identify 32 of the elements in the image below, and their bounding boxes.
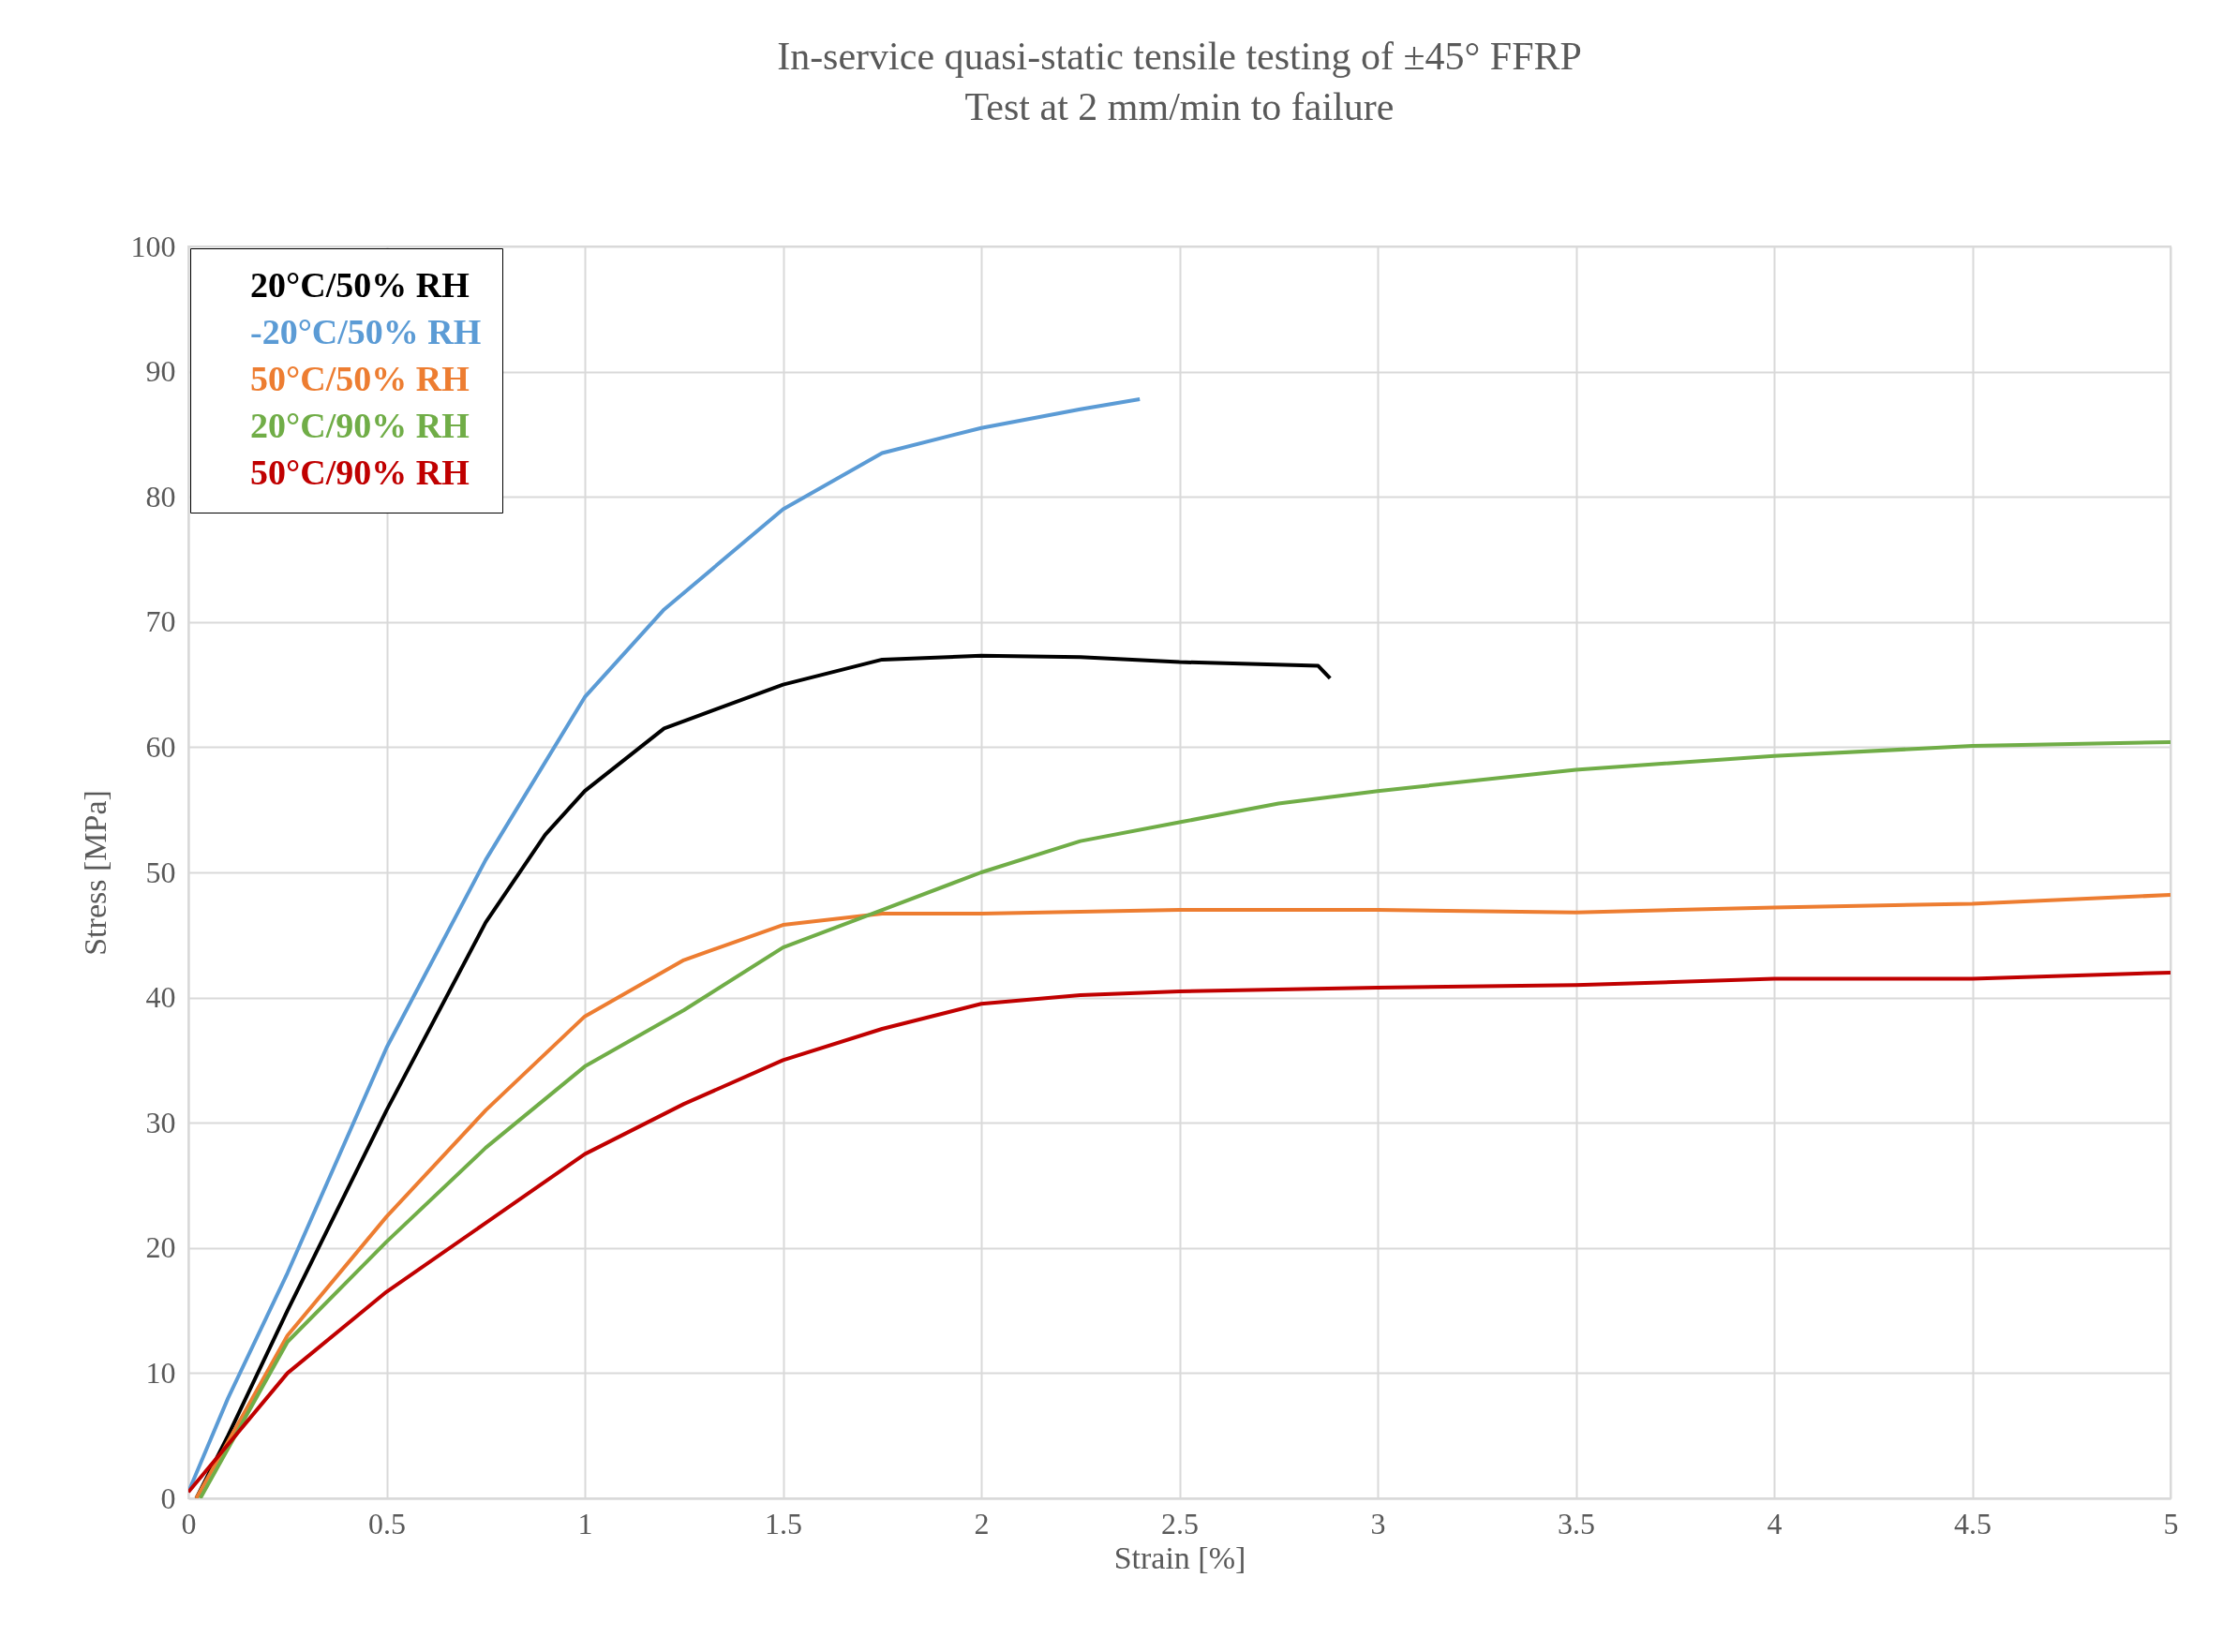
y-tick-label: 0 <box>160 1481 176 1515</box>
y-tick-label: 60 <box>145 729 176 764</box>
y-tick-label: 10 <box>145 1355 176 1390</box>
x-tick-label: 1 <box>577 1506 593 1540</box>
y-tick-label: 90 <box>145 354 176 389</box>
x-tick-label: 2 <box>974 1506 990 1540</box>
text: 20°C/90% RH <box>250 406 470 445</box>
text: -20°C/50% RH <box>250 312 482 351</box>
x-tick-label: 3.5 <box>1558 1506 1595 1540</box>
x-tick-label: 1.5 <box>765 1506 802 1540</box>
y-tick-label: 100 <box>130 229 176 263</box>
chart-subtitle: Test at 2 mm/min to failure <box>964 85 1395 128</box>
x-tick-label: 4.5 <box>1954 1506 1992 1540</box>
x-axis-title: Strain [%] <box>1113 1540 1246 1575</box>
x-tick-label: 5 <box>2163 1506 2179 1540</box>
y-tick-label: 20 <box>145 1230 176 1265</box>
x-tick-label: 4 <box>1767 1506 1783 1540</box>
y-tick-label: 50 <box>145 855 176 889</box>
text: 50°C/50% RH <box>250 359 470 398</box>
line-series <box>194 653 1333 1498</box>
text: 20°C/50% RH <box>250 265 470 305</box>
text: 50°C/90% RH <box>250 453 470 492</box>
line-series <box>198 740 2171 1498</box>
y-tick-label: 80 <box>145 479 176 513</box>
y-tick-label: 70 <box>145 604 176 639</box>
x-tick-label: 2.5 <box>1161 1506 1199 1540</box>
y-tick-label: 40 <box>145 980 176 1015</box>
x-tick-label: 3 <box>1370 1506 1386 1540</box>
x-tick-label: 0.5 <box>368 1506 406 1540</box>
y-axis-title: Stress [MPa] <box>77 790 112 956</box>
y-tick-label: 30 <box>145 1105 176 1139</box>
chart-title: In-service quasi-static tensile testing of ±45° FFRP <box>777 35 1582 78</box>
